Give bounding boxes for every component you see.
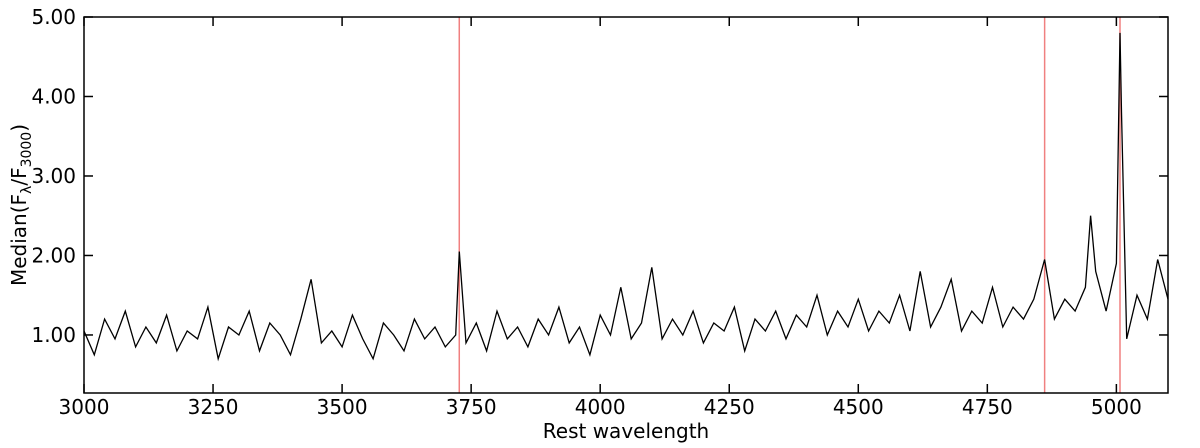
y-tick-label: 4.00: [31, 84, 76, 108]
y-label-part: /F: [7, 167, 31, 185]
x-tick-label: 3750: [446, 395, 497, 419]
y-label-sub: 3000: [19, 132, 35, 168]
x-tick-label: 3250: [188, 395, 239, 419]
x-tick-label: 3500: [317, 395, 368, 419]
x-tick-label: 4250: [704, 395, 755, 419]
y-tick-label: 3.00: [31, 164, 76, 188]
x-tick-label: 5000: [1091, 395, 1142, 419]
y-label-part: Median(F: [7, 194, 31, 286]
x-axis-label: Rest wavelength: [543, 419, 709, 443]
plot-frame: [83, 16, 1169, 394]
y-tick-label: 1.00: [31, 323, 76, 347]
x-tick-label: 4500: [833, 395, 884, 419]
spectrum-line: [83, 32, 1169, 362]
y-tick-label: 5.00: [31, 5, 76, 29]
y-tick-label: 2.00: [31, 243, 76, 267]
x-tick-label: 4000: [575, 395, 626, 419]
y-label-sub: λ: [19, 186, 35, 194]
y-axis-label: Median(Fλ/F3000): [7, 124, 35, 286]
x-tick-label: 4750: [962, 395, 1013, 419]
y-label-part: ): [7, 124, 31, 132]
x-tick-label: 3000: [59, 395, 110, 419]
